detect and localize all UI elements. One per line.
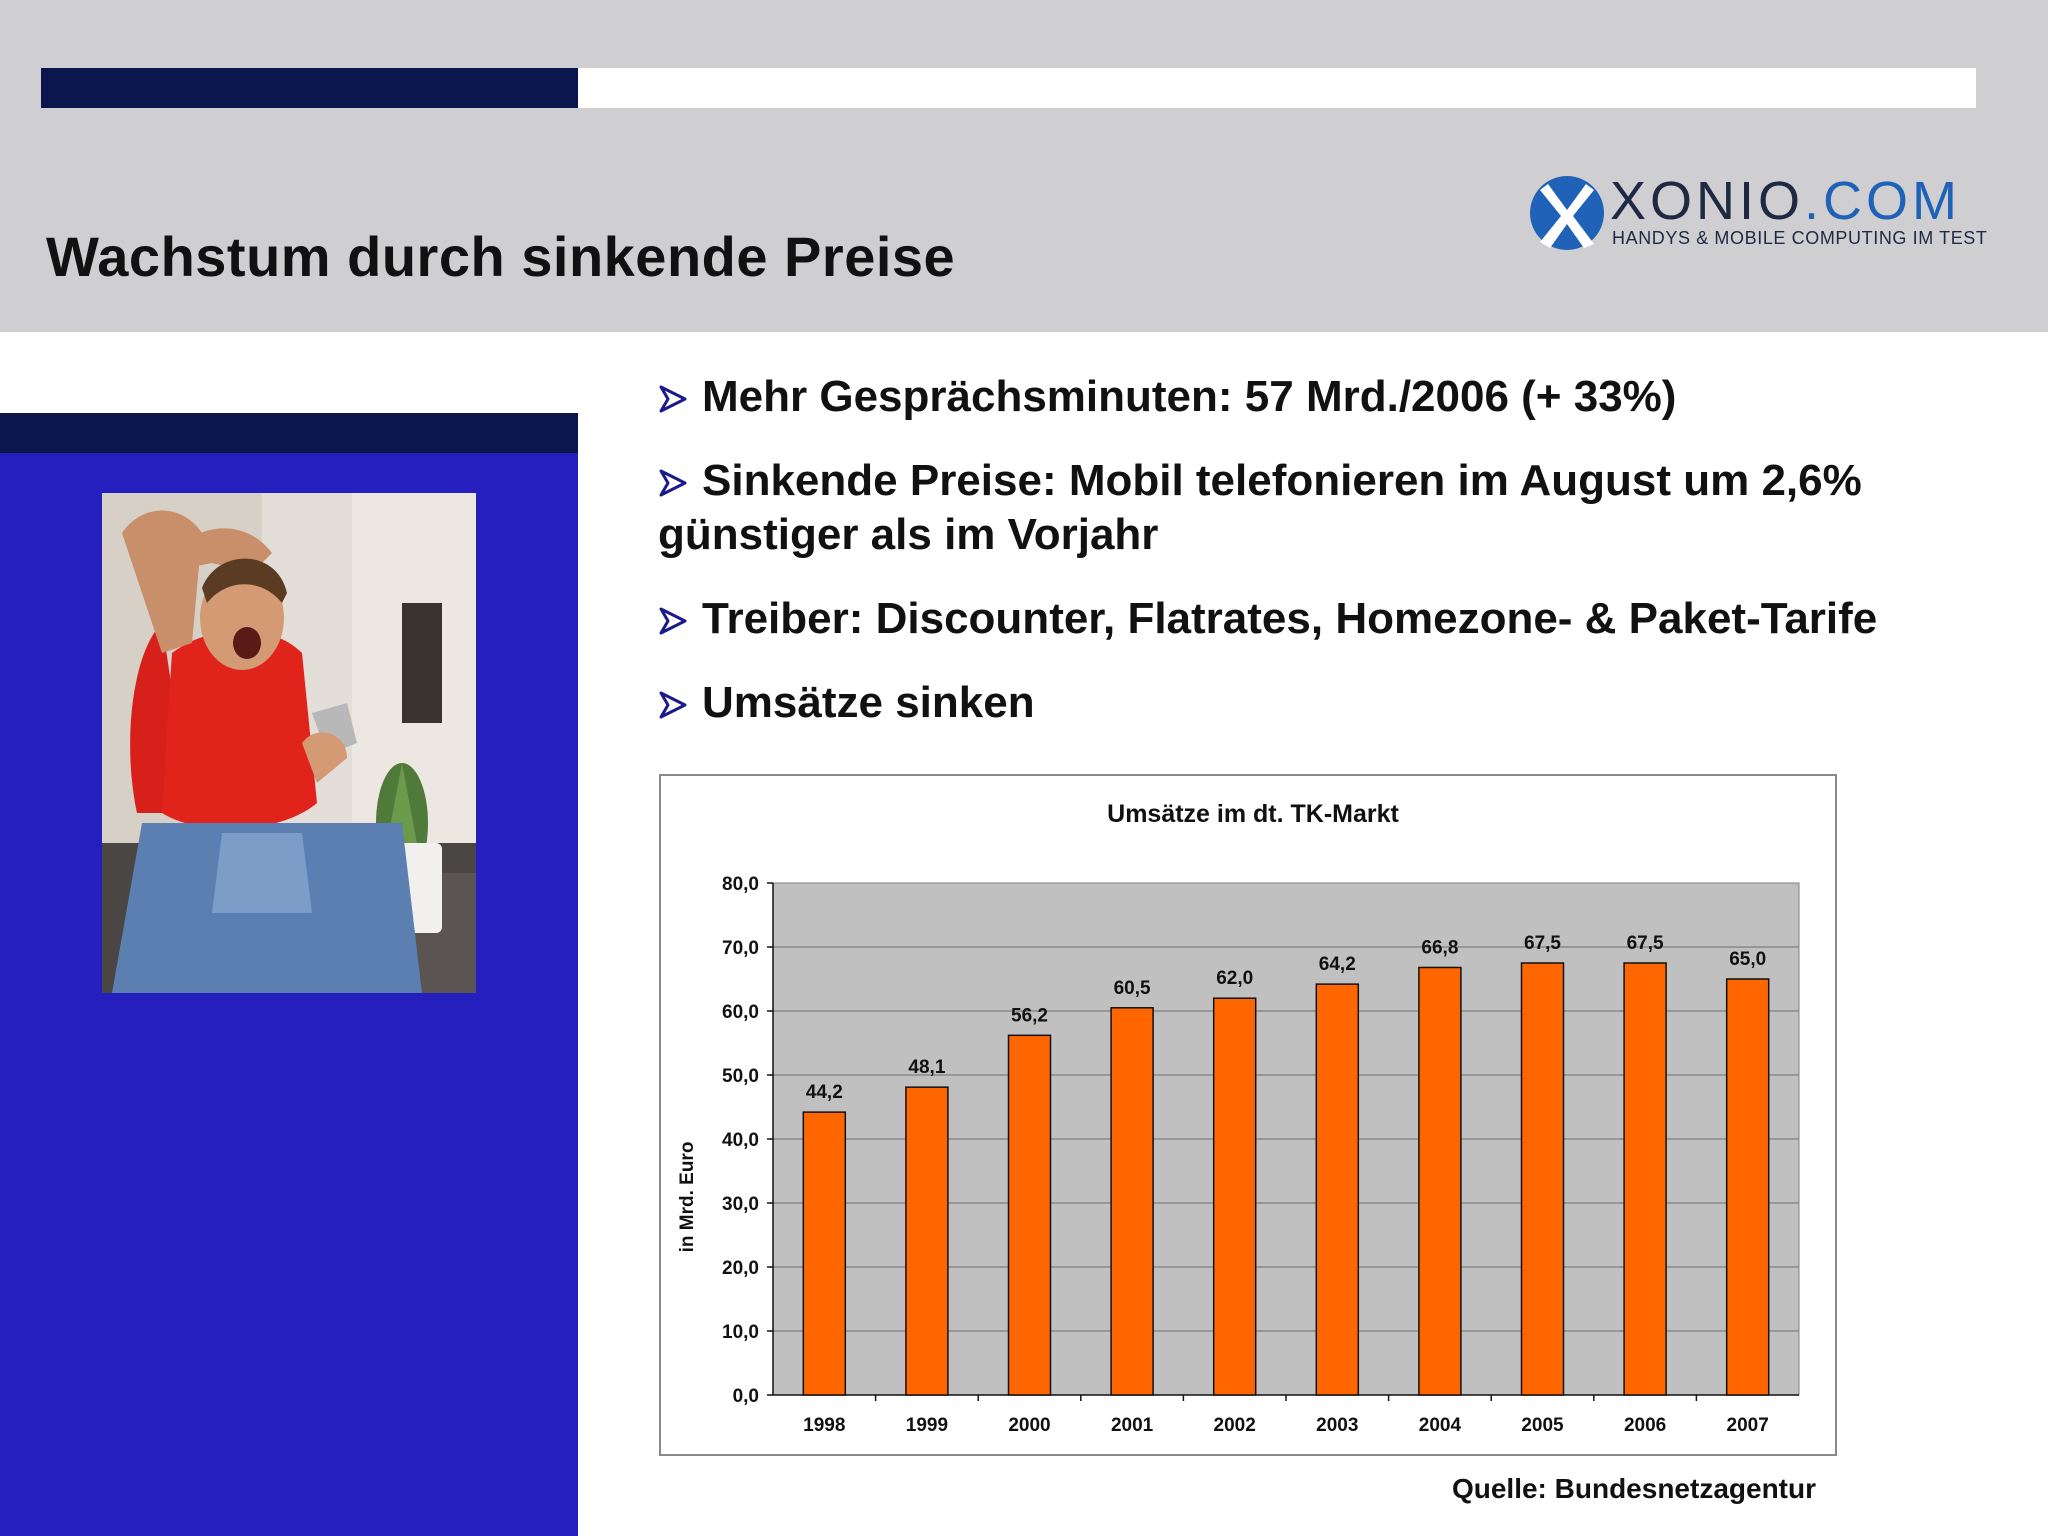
arrow-bullet-icon: [658, 676, 702, 720]
bar: [1520, 962, 1565, 1396]
bar: [1418, 966, 1462, 1396]
top-accent-bar-light: [578, 68, 1976, 108]
bar-value-label: 65,0: [1729, 949, 1766, 970]
bar: [1110, 1007, 1154, 1396]
arrow-bullet-icon: [658, 592, 702, 636]
x-tick-label: 2005: [1521, 1415, 1564, 1436]
x-tick-label: 2003: [1316, 1415, 1358, 1436]
x-tick-label: 2001: [1111, 1415, 1154, 1436]
x-tick-label: 2002: [1214, 1415, 1256, 1436]
bar-value-label: 62,0: [1216, 968, 1253, 989]
y-tick-label: 70,0: [722, 938, 759, 959]
bar: [802, 1111, 847, 1396]
y-tick-label: 40,0: [722, 1130, 759, 1151]
x-tick-label: 2000: [1008, 1415, 1050, 1436]
bar-value-label: 64,2: [1319, 954, 1356, 975]
photo-excited-young-man-with-phone: [102, 493, 476, 993]
arrow-bullet-icon: [658, 454, 702, 498]
bar: [1623, 962, 1667, 1396]
x-tick-label: 2006: [1624, 1415, 1666, 1436]
bullet-list: Mehr Gesprächsminuten: 57 Mrd./2006 (+ 3…: [658, 370, 1998, 760]
bar: [1315, 983, 1360, 1396]
revenue-chart: Umsätze im dt. TK-Markt in Mrd. Euro 0,0…: [659, 774, 1837, 1456]
x-globe-icon: [1530, 176, 1604, 250]
y-tick-label: 20,0: [722, 1258, 759, 1279]
header-band: [0, 0, 2048, 332]
bullet-item: Sinkende Preise: Mobil telefonieren im A…: [658, 454, 1998, 562]
bullet-item: Mehr Gesprächsminuten: 57 Mrd./2006 (+ 3…: [658, 370, 1998, 424]
bar: [1725, 978, 1770, 1396]
bullet-item: Umsätze sinken: [658, 676, 1998, 730]
bar-value-label: 66,8: [1421, 937, 1458, 958]
y-tick-label: 50,0: [722, 1066, 759, 1087]
bar-value-label: 60,5: [1114, 978, 1151, 999]
x-tick-label: 2004: [1419, 1415, 1462, 1436]
bullet-item: Treiber: Discounter, Flatrates, Homezone…: [658, 592, 1998, 646]
y-axis-label: in Mrd. Euro: [677, 1142, 698, 1253]
top-accent-bar-dark: [41, 68, 578, 108]
y-tick-label: 80,0: [722, 874, 759, 895]
x-tick-label: 1999: [906, 1415, 948, 1436]
slide-title: Wachstum durch sinkende Preise: [46, 225, 956, 288]
chart-canvas: Umsätze im dt. TK-Markt in Mrd. Euro 0,0…: [677, 800, 1800, 1436]
bar: [905, 1086, 949, 1396]
bar: [1212, 997, 1257, 1396]
bar: [1007, 1034, 1052, 1396]
y-tick-label: 10,0: [722, 1322, 759, 1343]
x-tick-label: 1998: [803, 1415, 845, 1436]
bullet-text: Treiber: Discounter, Flatrates, Homezone…: [702, 594, 1878, 643]
bar-value-label: 48,1: [908, 1057, 945, 1078]
bar-value-label: 67,5: [1627, 933, 1664, 954]
logo-wordmark: XONIO.COM: [1610, 170, 1961, 232]
bar-value-label: 67,5: [1524, 933, 1561, 954]
y-tick-label: 60,0: [722, 1002, 759, 1023]
logo-name: XONIO: [1610, 171, 1805, 231]
y-tick-label: 30,0: [722, 1194, 759, 1215]
y-tick-label: 0,0: [733, 1386, 759, 1407]
bullet-text: Mehr Gesprächsminuten: 57 Mrd./2006 (+ 3…: [702, 372, 1677, 421]
bullet-text: Umsätze sinken: [702, 678, 1035, 727]
x-tick-label: 2007: [1727, 1415, 1769, 1436]
chart-title: Umsätze im dt. TK-Markt: [1107, 800, 1399, 828]
bar-value-label: 56,2: [1011, 1005, 1048, 1026]
source-note: Quelle: Bundesnetzagentur: [1451, 1473, 1816, 1504]
logo-tagline: HANDYS & MOBILE COMPUTING IM TEST: [1612, 228, 1988, 248]
arrow-bullet-icon: [658, 370, 702, 414]
xonio-logo: XONIO.COM HANDYS & MOBILE COMPUTING IM T…: [1528, 170, 1987, 260]
side-accent-bar: [0, 413, 578, 453]
logo-suffix: .COM: [1804, 171, 1962, 231]
bullet-text: Sinkende Preise: Mobil telefonieren im A…: [658, 456, 1862, 559]
bar-value-label: 44,2: [806, 1082, 843, 1103]
